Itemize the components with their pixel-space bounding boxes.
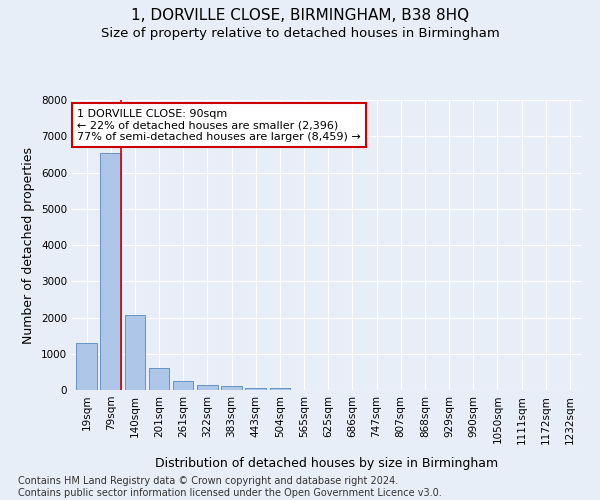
- Bar: [76, 343, 97, 390]
- Text: 1 DORVILLE CLOSE: 90sqm
← 22% of detached houses are smaller (2,396)
77% of semi: 1 DORVILLE CLOSE: 90sqm ← 22% of detache…: [77, 108, 361, 142]
- Text: 1, DORVILLE CLOSE, BIRMINGHAM, B38 8HQ: 1, DORVILLE CLOSE, BIRMINGHAM, B38 8HQ: [131, 8, 469, 22]
- Bar: [125, 314, 145, 390]
- Bar: [149, 368, 169, 390]
- Text: Contains HM Land Registry data © Crown copyright and database right 2024.
Contai: Contains HM Land Registry data © Crown c…: [18, 476, 442, 498]
- Bar: [100, 152, 121, 390]
- Bar: [269, 388, 290, 390]
- Bar: [197, 386, 218, 390]
- Text: Distribution of detached houses by size in Birmingham: Distribution of detached houses by size …: [155, 458, 499, 470]
- Bar: [221, 386, 242, 390]
- Y-axis label: Number of detached properties: Number of detached properties: [22, 146, 35, 344]
- Bar: [245, 388, 266, 390]
- Bar: [173, 381, 193, 390]
- Text: Size of property relative to detached houses in Birmingham: Size of property relative to detached ho…: [101, 28, 499, 40]
